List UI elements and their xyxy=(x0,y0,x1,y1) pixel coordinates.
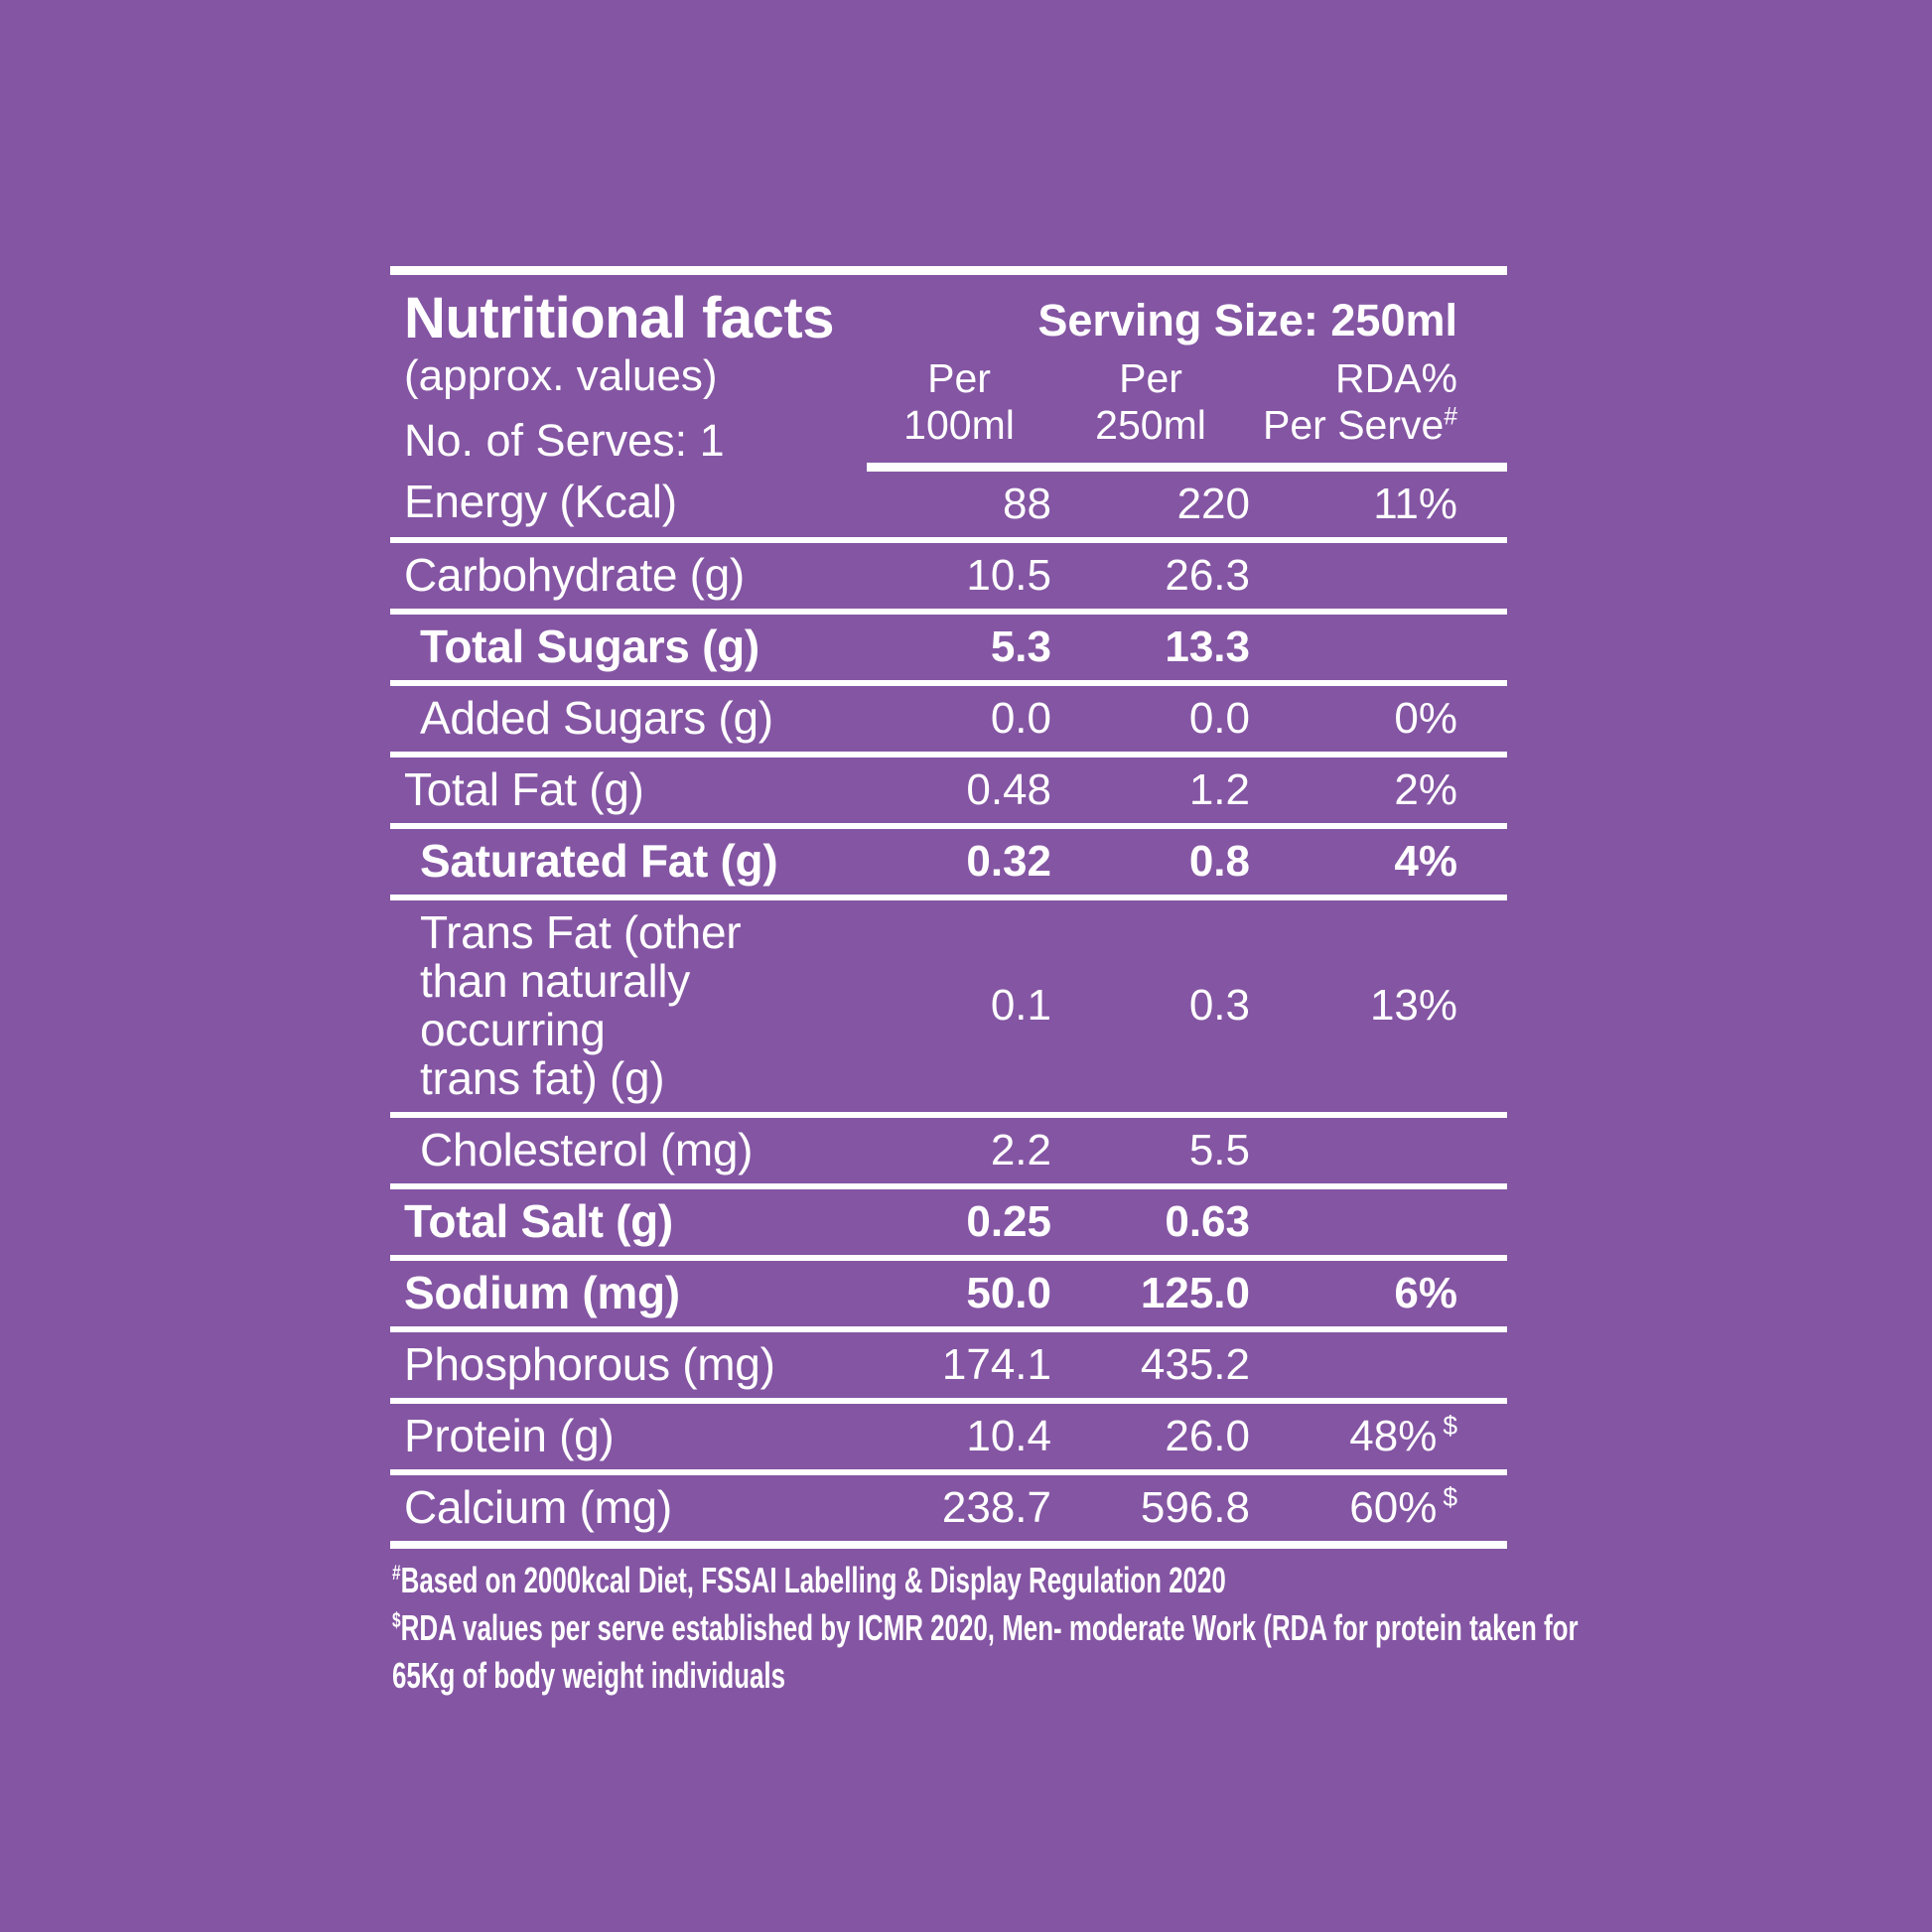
per-100ml-value: 0.0 xyxy=(990,693,1051,743)
table-row-total-salt: Total Salt (g) 0.25 0.63 xyxy=(390,1186,1508,1258)
col-header-line2: 100ml xyxy=(903,402,1015,448)
per-100ml-value: 0.32 xyxy=(966,836,1051,886)
per-250ml-value: 13.3 xyxy=(1165,621,1250,671)
nutrient-label: Carbohydrate (g) xyxy=(404,549,745,602)
table-row-phosphorous: Phosphorous (mg) 174.1 435.2 xyxy=(390,1329,1508,1401)
panel-subtitle: (approx. values) xyxy=(404,350,718,400)
serves-count: No. of Serves: 1 xyxy=(404,415,725,467)
footnotes: #Based on 2000kcal Diet, FSSAI Labelling… xyxy=(392,1557,1921,1700)
rda-value: 13% xyxy=(1369,981,1458,1031)
per-100ml-value: 0.1 xyxy=(990,981,1051,1031)
panel-title: Nutritional facts xyxy=(404,286,835,350)
rda-value: 11% xyxy=(1373,479,1458,528)
dollar-superscript: $ xyxy=(1443,1410,1458,1441)
per-100ml-value: 0.25 xyxy=(966,1196,1051,1246)
per-100ml-value: 5.3 xyxy=(990,621,1051,671)
rda-value xyxy=(1250,612,1507,683)
table-row-calcium: Calcium (mg) 238.7 596.8 60% $ xyxy=(390,1472,1508,1545)
per-100ml-value: 10.4 xyxy=(966,1411,1051,1460)
footnote-rda-values: $RDA values per serve established by ICM… xyxy=(392,1607,1579,1648)
nutrient-label: Energy (Kcal) xyxy=(404,475,677,527)
table-row-saturated-fat: Saturated Fat (g) 0.32 0.8 4% xyxy=(390,826,1508,897)
col-header-line2: Per Serve xyxy=(1263,402,1445,448)
col-header-line2: 250ml xyxy=(1095,402,1206,448)
col-header-line1: Per xyxy=(1119,355,1182,402)
nutrient-label: Protein (g) xyxy=(404,1410,615,1461)
per-100ml-value: 174.1 xyxy=(941,1339,1051,1389)
per-100ml-value: 50.0 xyxy=(966,1268,1051,1317)
per-250ml-value: 125.0 xyxy=(1140,1268,1250,1317)
per-250ml-value: 596.8 xyxy=(1140,1482,1250,1532)
hash-marker: # xyxy=(392,1560,401,1585)
nutrition-table: Nutritional facts (approx. values) No. o… xyxy=(390,275,1508,1549)
nutrient-label: Total Sugars (g) xyxy=(420,621,759,673)
per-250ml-value: 0.0 xyxy=(1188,693,1250,743)
per-250ml-value: 0.8 xyxy=(1188,836,1250,886)
rda-value xyxy=(1250,540,1507,612)
nutrient-label: Sodium (mg) xyxy=(404,1267,680,1318)
col-header-line1: RDA% xyxy=(1334,355,1458,402)
nutrient-label: Phosphorous (mg) xyxy=(404,1338,775,1390)
rda-value: 60% $ xyxy=(1349,1481,1458,1532)
per-100ml-value: 10.5 xyxy=(966,550,1051,600)
per-100ml-value: 2.2 xyxy=(990,1125,1051,1174)
rda-value: 48% $ xyxy=(1349,1410,1458,1460)
footnote-rda-basis: #Based on 2000kcal Diet, FSSAI Labelling… xyxy=(392,1560,1226,1600)
rda-value: 0% xyxy=(1394,693,1458,743)
per-250ml-value: 1.2 xyxy=(1188,764,1250,814)
col-header-line1: Per xyxy=(927,355,991,402)
per-250ml-value: 435.2 xyxy=(1140,1339,1250,1389)
hash-superscript: # xyxy=(1444,403,1458,431)
column-header-row: Per 100ml Per 250ml RDA% Per Serve# xyxy=(390,349,1508,472)
table-row-added-sugars: Added Sugars (g) 0.0 0.0 0% xyxy=(390,683,1508,755)
nutrient-label: Saturated Fat (g) xyxy=(420,835,778,888)
table-row-protein: Protein (g) 10.4 26.0 48% $ xyxy=(390,1401,1508,1472)
rda-value xyxy=(1250,1186,1507,1258)
per-100ml-value: 88 xyxy=(1003,479,1051,528)
per-250ml-value: 5.5 xyxy=(1188,1125,1250,1174)
table-row-total-fat: Total Fat (g) 0.48 1.2 2% xyxy=(390,755,1508,826)
rda-value xyxy=(1250,1115,1507,1186)
nutrient-label: Calcium (mg) xyxy=(404,1481,672,1533)
per-250ml-value: 26.3 xyxy=(1165,550,1250,600)
table-row-energy: Energy (Kcal) 88 220 11% xyxy=(390,467,1508,540)
dollar-superscript: $ xyxy=(1443,1481,1458,1512)
nutrient-label: Trans Fat (other than naturally occurrin… xyxy=(420,905,742,1105)
rda-value: 4% xyxy=(1394,836,1458,886)
rda-value xyxy=(1250,1329,1507,1401)
col-header-per-250ml: Per 250ml xyxy=(1051,349,1250,472)
per-100ml-value: 0.48 xyxy=(966,764,1051,814)
footnote-body-weight: 65Kg of body weight individuals xyxy=(392,1655,786,1696)
rda-value: 6% xyxy=(1394,1268,1458,1317)
per-100ml-value: 238.7 xyxy=(941,1482,1051,1532)
rda-value: 2% xyxy=(1394,764,1458,814)
table-row-carbohydrate: Carbohydrate (g) 10.5 26.3 xyxy=(390,540,1508,612)
table-row-cholesterol: Cholesterol (mg) 2.2 5.5 xyxy=(390,1115,1508,1186)
per-250ml-value: 26.0 xyxy=(1165,1411,1250,1460)
dollar-marker: $ xyxy=(392,1607,401,1632)
col-header-rda: RDA% Per Serve# xyxy=(1250,349,1508,472)
nutrition-panel: Nutritional facts (approx. values) No. o… xyxy=(390,266,1508,1549)
per-250ml-value: 0.3 xyxy=(1188,981,1250,1031)
per-250ml-value: 220 xyxy=(1176,479,1250,528)
col-header-per-100ml: Per 100ml xyxy=(867,349,1051,472)
nutrient-label: Added Sugars (g) xyxy=(420,692,773,745)
nutrient-label: Cholesterol (mg) xyxy=(420,1124,754,1175)
per-250ml-value: 0.63 xyxy=(1165,1196,1250,1246)
table-row-trans-fat: Trans Fat (other than naturally occurrin… xyxy=(390,897,1508,1115)
table-row-total-sugars: Total Sugars (g) 5.3 13.3 xyxy=(390,612,1508,683)
serving-size: Serving Size: 250ml xyxy=(1037,295,1458,345)
panel-title-block: Nutritional facts (approx. values) No. o… xyxy=(390,275,867,467)
panel-header-row: Nutritional facts (approx. values) No. o… xyxy=(390,275,1507,466)
nutrient-label: Total Fat (g) xyxy=(404,763,644,816)
table-row-sodium: Sodium (mg) 50.0 125.0 6% xyxy=(390,1258,1508,1329)
nutrient-label: Total Salt (g) xyxy=(404,1195,673,1247)
